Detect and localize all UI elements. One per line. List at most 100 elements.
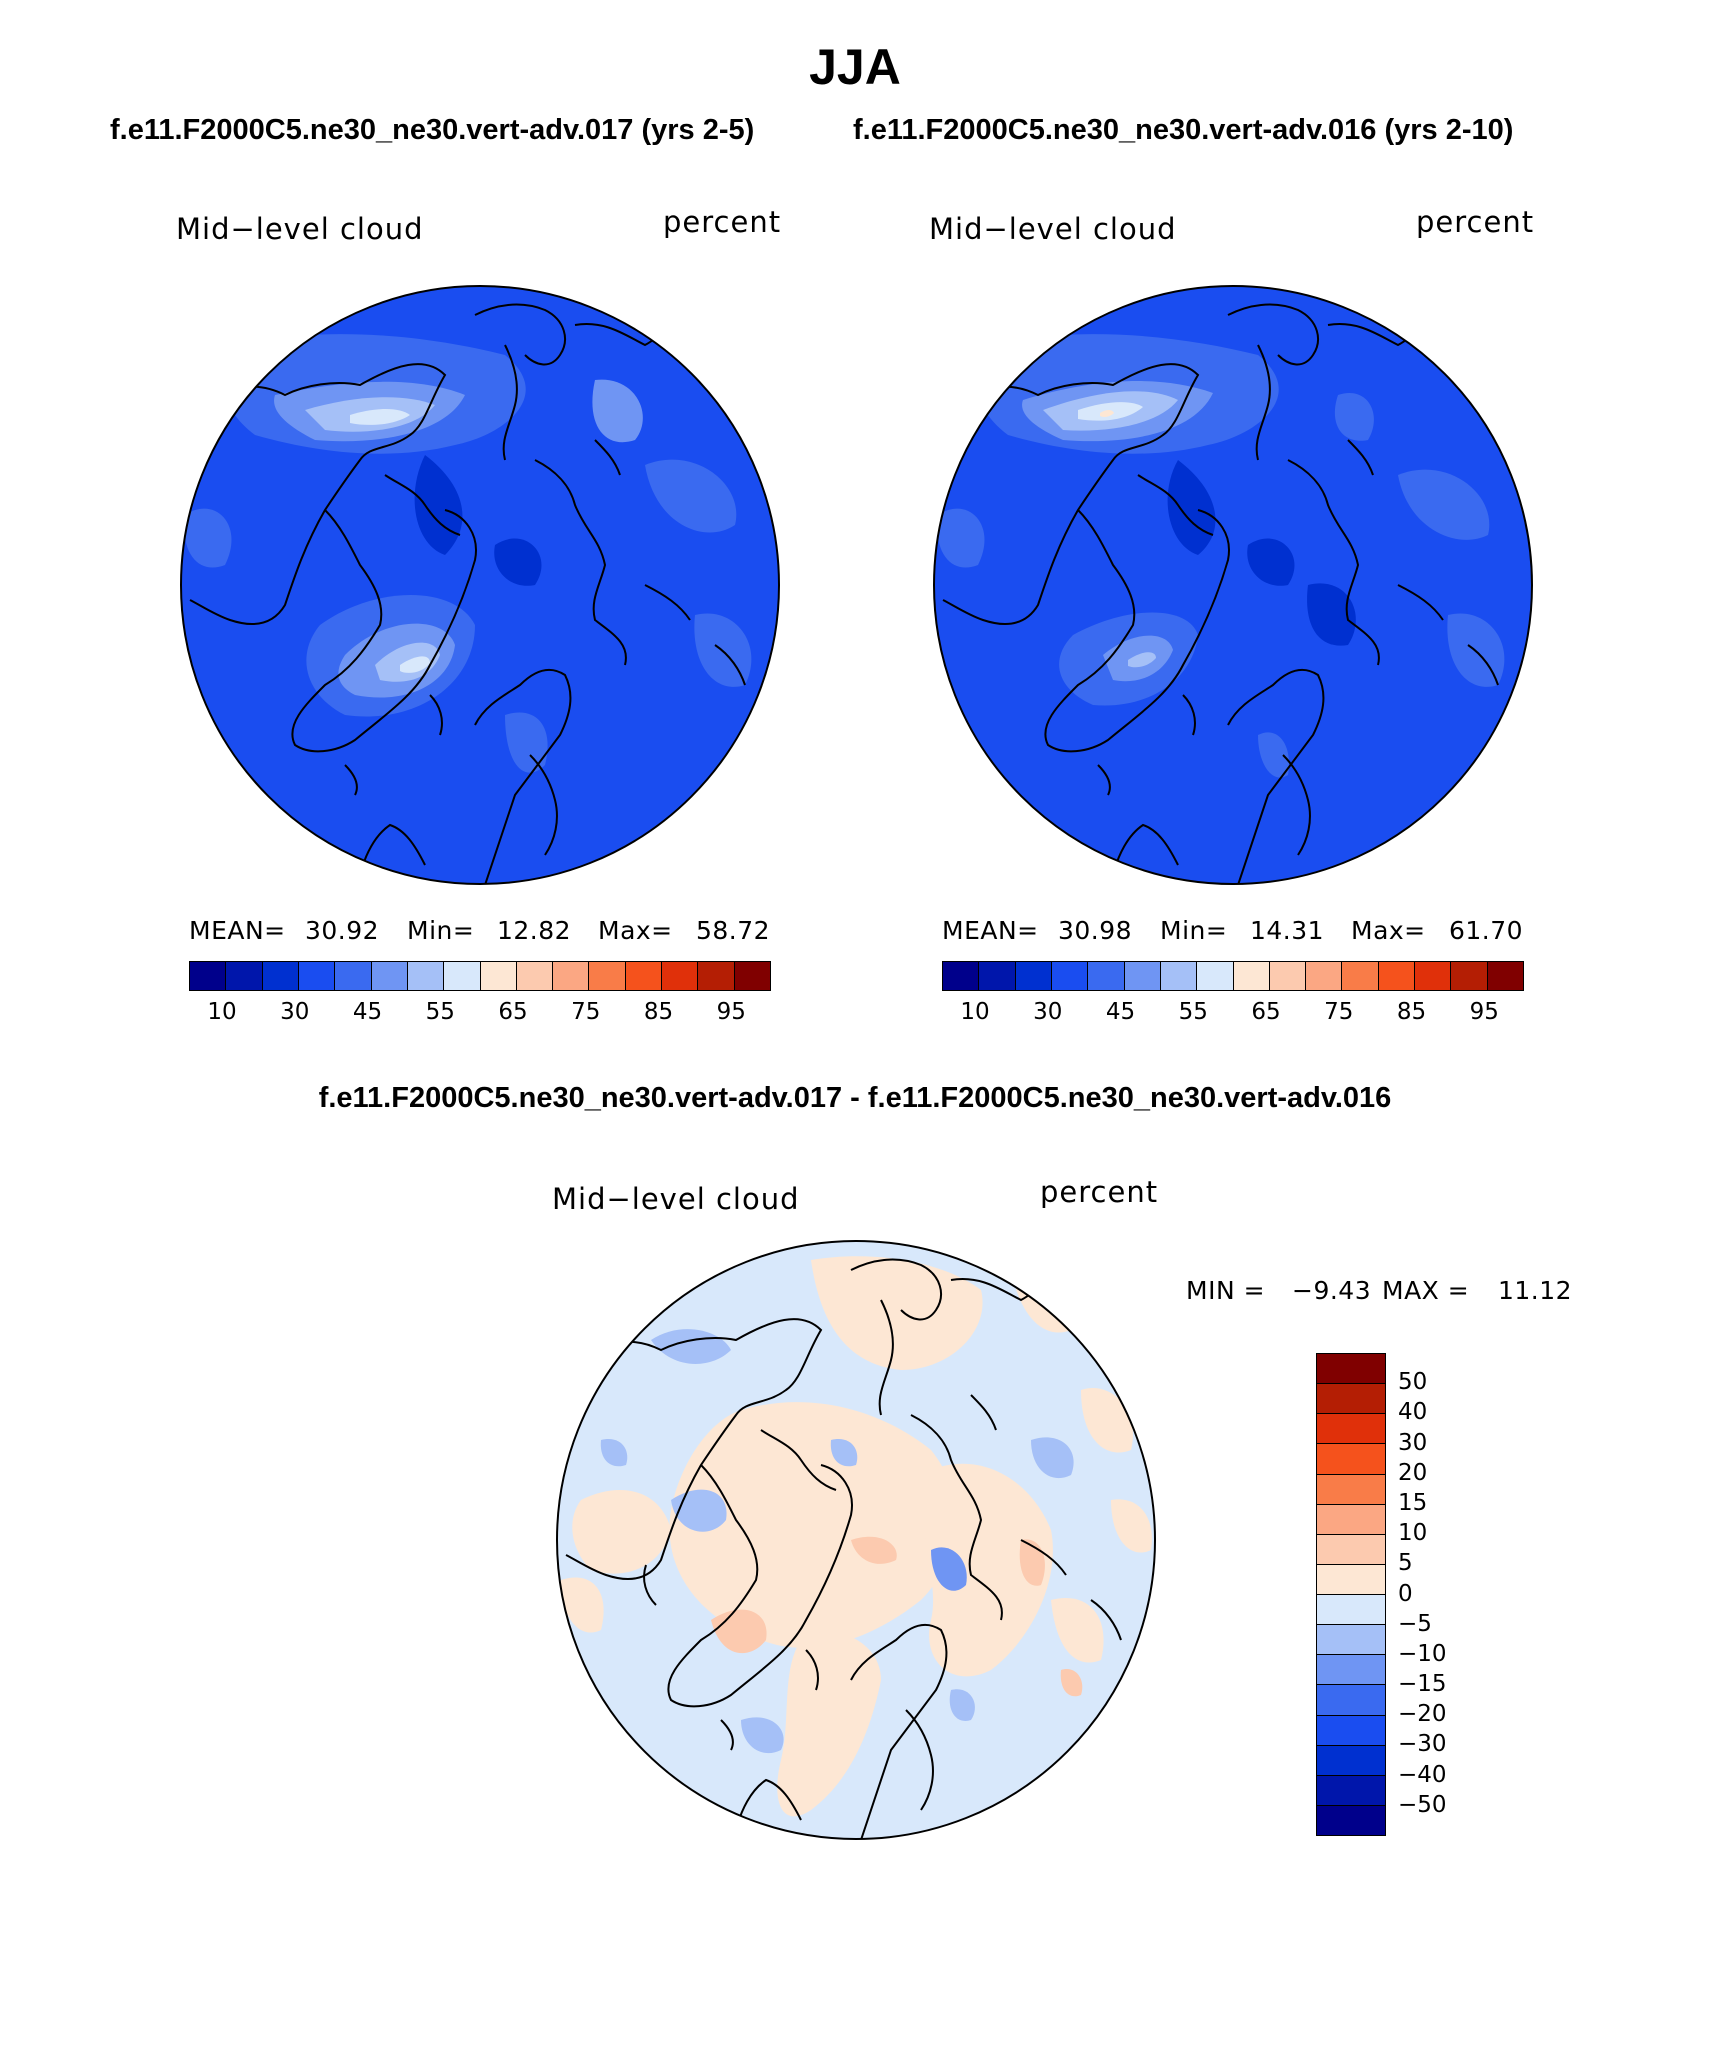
difference-colorbar-swatch [1317,1504,1385,1535]
diff-max-value: 11.12 [1498,1276,1573,1305]
right-colorbar-swatch [1415,962,1452,990]
left-colorbar-tick-label: 75 [571,999,601,1025]
right-colorbar-swatch [1269,962,1307,990]
difference-colorbar-tick-label: −5 [1398,1610,1432,1637]
left-colorbar-swatch [698,962,735,990]
right-colorbar-swatch [1051,962,1089,990]
left-colorbar-swatch [589,962,626,990]
right-colorbar-tick-label: 55 [1178,999,1208,1025]
difference-colorbar-tick-label: −15 [1398,1671,1447,1698]
difference-colorbar-swatch [1317,1444,1385,1475]
left-colorbar-tick-label: 85 [643,999,674,1025]
left-colorbar-swatch [553,962,590,990]
left-max-label: Max= [598,916,673,945]
difference-colorbar-swatch [1317,1655,1385,1686]
difference-colorbar-swatch [1317,1354,1385,1385]
right-max-label: Max= [1351,916,1426,945]
difference-colorbar-swatch [1317,1715,1385,1746]
right-min-value: 14.31 [1250,916,1325,945]
left-colorbar-tick-label: 10 [207,999,237,1025]
right-min-label: Min= [1160,916,1228,945]
right-variable-label: Mid−level cloud [929,212,1177,246]
difference-colorbar-tick-label: 5 [1398,1550,1413,1577]
difference-colorbar-tick-label: −40 [1398,1761,1447,1788]
difference-colorbar-swatch [1317,1805,1385,1835]
left-mean-label: MEAN= [189,916,286,945]
left-colorbar-swatch [335,962,372,990]
right-colorbar-swatch [1451,962,1488,990]
left-colorbar-tick-label: 45 [352,999,383,1025]
difference-colorbar-tick-label: 20 [1398,1459,1428,1486]
right-colorbar-swatch [979,962,1016,990]
left-mean-value: 30.92 [305,916,380,945]
difference-colorbar-swatch [1317,1414,1385,1445]
right-colorbar-tick-label: 65 [1251,999,1281,1025]
difference-colorbar-swatch [1317,1625,1385,1656]
difference-colorbar-tick-label: 30 [1398,1429,1428,1456]
left-colorbar-swatch [190,962,227,990]
right-max-value: 61.70 [1449,916,1524,945]
left-units-label: percent [663,205,782,239]
right-polar-map [933,285,1533,885]
diff-min-label: MIN = [1186,1276,1266,1305]
left-colorbar [189,961,771,991]
right-colorbar-swatch [1088,962,1125,990]
left-colorbar-swatch [480,962,517,990]
right-mean-label: MEAN= [942,916,1039,945]
right-colorbar-swatch [1197,962,1234,990]
left-colorbar-swatch [516,962,554,990]
right-colorbar-swatch [1160,962,1198,990]
right-colorbar-swatch [1342,962,1379,990]
difference-colorbar-tick-label: −20 [1398,1701,1447,1728]
difference-colorbar-tick-label: −10 [1398,1640,1447,1667]
subtitle-case-016: f.e11.F2000C5.ne30_ne30.vert-adv.016 (yr… [853,114,1514,146]
left-colorbar-tick-label: 30 [280,999,310,1025]
difference-colorbar-tick-label: 50 [1398,1369,1428,1396]
right-colorbar-tick-label: 30 [1033,999,1063,1025]
left-colorbar-swatch [662,962,699,990]
left-colorbar-tick-label: 65 [498,999,528,1025]
subtitle-case-017: f.e11.F2000C5.ne30_ne30.vert-adv.017 (yr… [110,114,755,146]
right-colorbar-tick-label: 10 [960,999,990,1025]
right-colorbar-tick-label: 75 [1324,999,1354,1025]
left-colorbar-swatch [298,962,336,990]
left-colorbar-swatch [371,962,408,990]
difference-colorbar-swatch [1317,1595,1385,1626]
left-colorbar-swatch [444,962,481,990]
left-colorbar-swatch [625,962,663,990]
left-colorbar-swatch [407,962,445,990]
right-colorbar-tick-label: 45 [1105,999,1136,1025]
difference-colorbar-swatch [1317,1685,1385,1716]
difference-colorbar [1316,1353,1386,1836]
diff-min-value: −9.43 [1292,1276,1372,1305]
difference-title: f.e11.F2000C5.ne30_ne30.vert-adv.017 - f… [318,1082,1392,1114]
right-colorbar-swatch [943,962,980,990]
difference-colorbar-swatch [1317,1474,1385,1505]
right-colorbar-swatch [1124,962,1161,990]
left-colorbar-swatch [734,962,770,990]
page-title: JJA [809,39,901,95]
right-colorbar-swatch [1487,962,1523,990]
right-units-label: percent [1416,205,1535,239]
difference-colorbar-tick-label: 0 [1398,1580,1413,1607]
left-colorbar-swatch [226,962,263,990]
difference-polar-map [556,1240,1156,1840]
left-min-label: Min= [407,916,475,945]
difference-colorbar-tick-label: 40 [1398,1399,1428,1426]
difference-colorbar-tick-label: −50 [1398,1791,1447,1818]
diff-variable-label: Mid−level cloud [552,1182,800,1216]
left-polar-map [180,285,780,885]
left-variable-label: Mid−level cloud [176,212,424,246]
difference-colorbar-tick-label: −30 [1398,1731,1447,1758]
left-colorbar-tick-label: 95 [716,999,746,1025]
left-colorbar-tick-label: 55 [425,999,455,1025]
left-max-value: 58.72 [696,916,771,945]
right-mean-value: 30.98 [1058,916,1133,945]
difference-colorbar-tick-label: 10 [1398,1520,1428,1547]
diff-units-label: percent [1040,1175,1159,1209]
difference-colorbar-swatch [1317,1564,1385,1595]
left-colorbar-swatch [262,962,299,990]
difference-colorbar-swatch [1317,1384,1385,1415]
right-colorbar-tick-label: 85 [1396,999,1427,1025]
right-colorbar-swatch [1306,962,1343,990]
